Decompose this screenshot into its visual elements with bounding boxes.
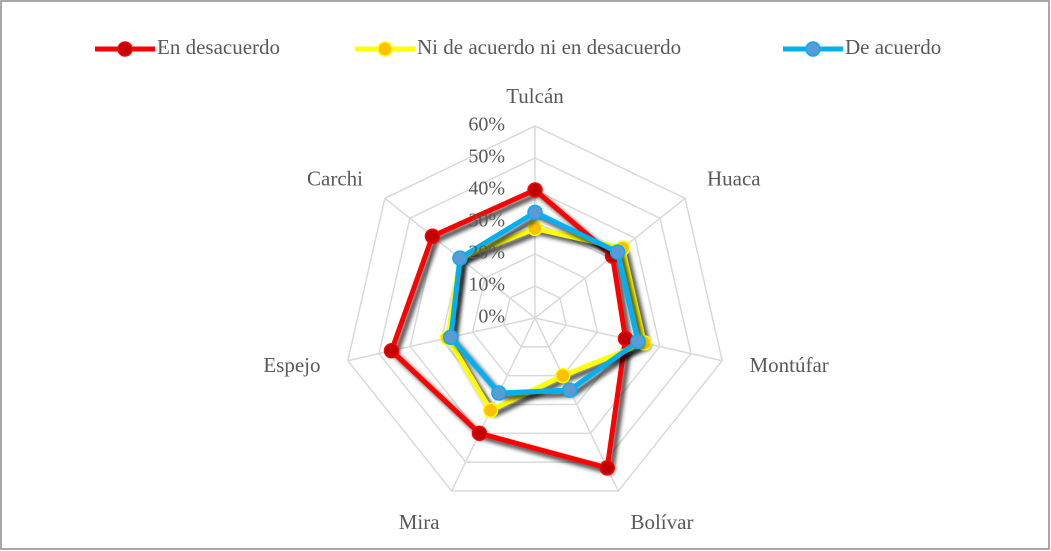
category-label: Montúfar (749, 353, 828, 377)
grid-ring (378, 157, 692, 463)
series-line (448, 209, 641, 396)
point (527, 182, 543, 198)
series-line (388, 187, 628, 471)
legend-marker (117, 41, 133, 57)
point (383, 343, 400, 359)
y-tick-label: 40% (468, 178, 505, 200)
labels: Tulcán Huaca Montúfar Bolívar Mira Espejo Carc… (263, 84, 828, 534)
point (555, 367, 571, 384)
category-label: Tulcán (506, 84, 564, 108)
point (471, 425, 488, 442)
y-tick-label: 50% (468, 146, 505, 168)
grid-ring (409, 189, 661, 435)
y-tick-label: 30% (468, 210, 505, 232)
plot (383, 182, 652, 476)
point (561, 382, 578, 398)
y-tick-label: 0% (478, 306, 505, 328)
point (609, 244, 626, 260)
legend-label: Ni de acuerdo ni en desacuerdo (417, 35, 681, 59)
point (424, 228, 441, 244)
y-tick-label: 20% (468, 242, 505, 264)
legend-marker (377, 41, 393, 57)
point (617, 330, 634, 347)
grid-ring (502, 285, 568, 348)
grid-ring (347, 125, 723, 492)
point (630, 333, 646, 350)
legend: En desacuerdo Ni de acuerdo ni en desacue… (95, 35, 941, 59)
legend-marker (805, 41, 821, 57)
category-label: Huaca (707, 167, 761, 191)
point (491, 385, 507, 401)
legend-label: De acuerdo (845, 35, 941, 59)
point (527, 220, 543, 237)
y-tick-label: 60% (468, 114, 505, 136)
category-label: Bolívar (630, 510, 693, 534)
grid-ring (471, 253, 599, 377)
category-label: Carchi (307, 167, 363, 191)
point (527, 204, 543, 221)
point (482, 402, 499, 419)
grid (347, 125, 723, 492)
point (452, 250, 468, 266)
category-label: Espejo (263, 353, 320, 377)
point (443, 329, 459, 345)
legend-label: En desacuerdo (157, 35, 280, 59)
point (599, 460, 615, 476)
y-tick-label: 10% (468, 274, 505, 296)
category-label: Mira (399, 510, 441, 534)
